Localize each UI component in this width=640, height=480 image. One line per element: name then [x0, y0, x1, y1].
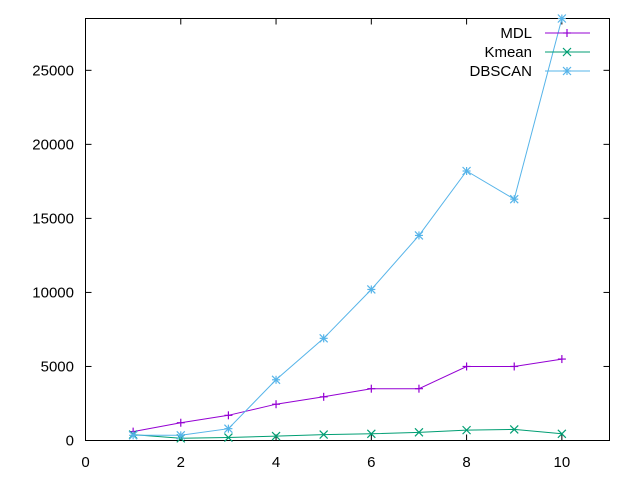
legend-marker-kmean — [562, 47, 572, 57]
axes: 0 2 4 6 8 10 0 5000 10000 15000 20000 25000 — [32, 18, 610, 471]
data-point-dbscan — [462, 166, 472, 176]
data-point-mdl — [176, 418, 185, 427]
data-point-dbscan — [271, 375, 281, 385]
plot-frame — [85, 18, 610, 441]
data-point-kmean — [414, 427, 424, 437]
series-layer — [128, 14, 567, 443]
x-tick-label: 10 — [554, 454, 571, 471]
x-tick-label: 4 — [272, 454, 280, 471]
y-tick-label: 0 — [66, 433, 74, 450]
data-point-dbscan — [414, 230, 424, 240]
legend-label-kmean: Kmean — [484, 44, 532, 61]
y-tick-label: 25000 — [32, 62, 74, 79]
data-point-mdl — [224, 411, 233, 420]
x-tick-label: 0 — [81, 454, 89, 471]
data-point-kmean — [366, 429, 376, 439]
data-point-kmean — [271, 431, 281, 441]
data-point-dbscan — [366, 285, 376, 294]
data-point-kmean — [462, 425, 472, 435]
data-point-mdl — [510, 362, 519, 371]
data-point-mdl — [319, 392, 328, 401]
legend-marker-dbscan — [562, 66, 572, 76]
x-tick-label: 8 — [462, 454, 470, 471]
data-point-dbscan — [176, 430, 186, 440]
data-point-dbscan — [128, 430, 138, 440]
data-point-dbscan — [509, 194, 519, 204]
data-point-kmean — [223, 433, 233, 442]
y-tick-label: 5000 — [41, 358, 74, 375]
data-point-kmean — [557, 429, 567, 439]
legend-marker-mdl — [563, 29, 571, 37]
data-point-kmean — [509, 424, 519, 434]
y-tick-label: 20000 — [32, 136, 74, 153]
legend-label-mdl: MDL — [500, 25, 532, 42]
data-point-dbscan — [223, 424, 233, 434]
data-point-dbscan — [319, 333, 329, 343]
data-point-mdl — [462, 362, 471, 371]
data-point-dbscan — [557, 14, 567, 23]
legend: MDL Kmean DBSCAN — [469, 25, 590, 80]
y-tick-label: 10000 — [32, 284, 74, 301]
series-line-mdl — [133, 358, 562, 433]
data-point-kmean — [319, 430, 329, 440]
y-tick-label: 15000 — [32, 210, 74, 227]
data-point-mdl — [272, 400, 281, 409]
x-tick-label: 6 — [367, 454, 375, 471]
data-point-mdl — [414, 384, 423, 393]
data-point-mdl — [367, 384, 376, 393]
legend-label-dbscan: DBSCAN — [469, 63, 532, 80]
series-line-kmean — [133, 428, 562, 439]
x-tick-label: 2 — [177, 454, 185, 471]
data-point-mdl — [557, 355, 566, 364]
series-line-dbscan — [133, 18, 563, 436]
